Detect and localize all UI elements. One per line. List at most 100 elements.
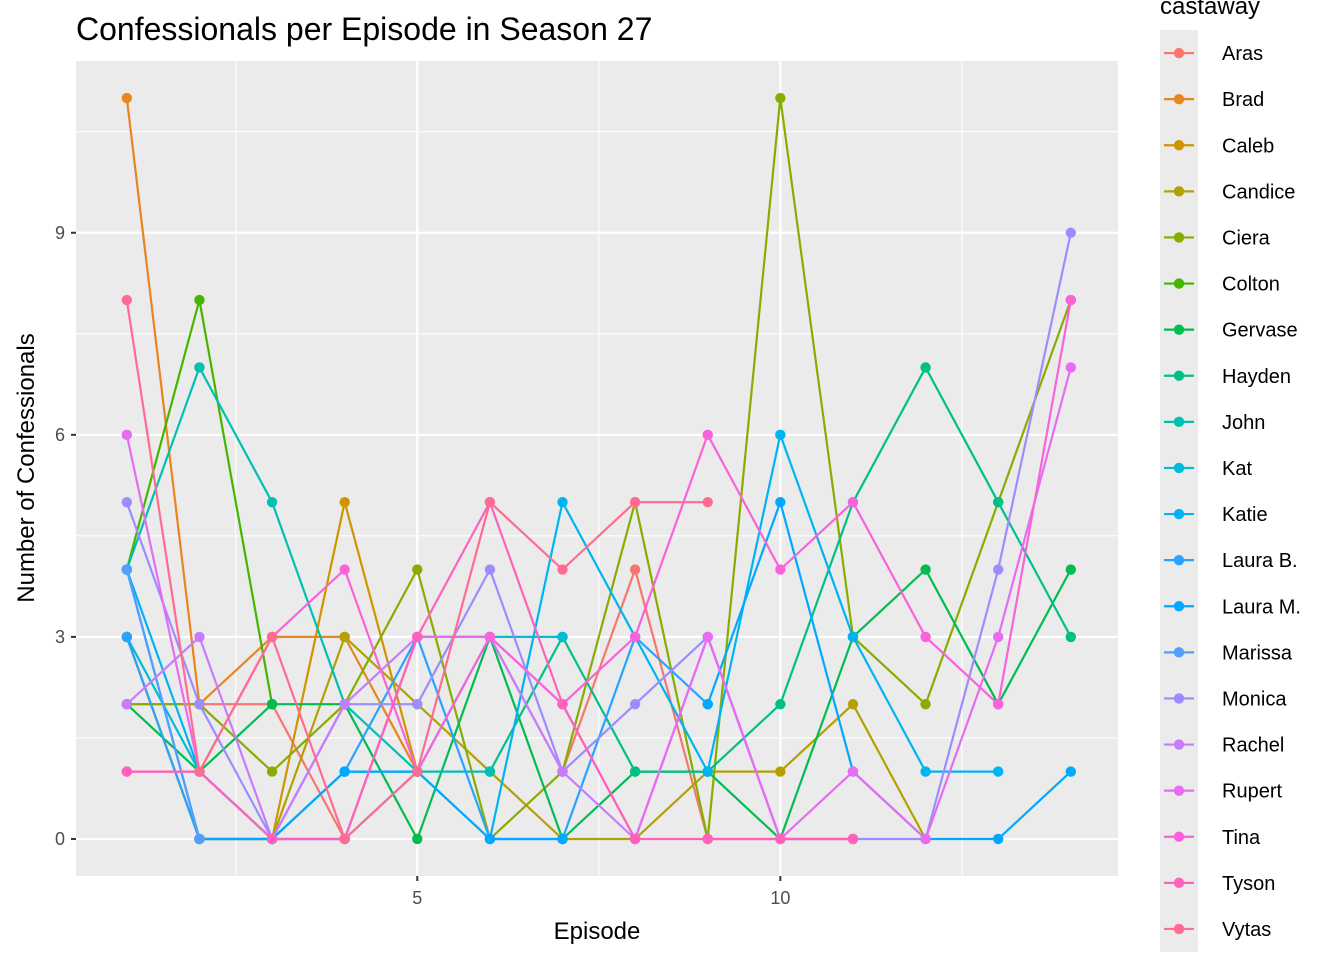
data-point-laura-m bbox=[992, 833, 1004, 845]
minor-grid bbox=[76, 61, 1118, 876]
legend-point-icon bbox=[1173, 923, 1185, 935]
data-point-candice bbox=[775, 766, 786, 777]
series-line-marissa bbox=[125, 569, 201, 840]
data-point-vytas bbox=[557, 564, 568, 575]
data-point-monica bbox=[194, 699, 205, 710]
data-point-rupert bbox=[1065, 362, 1077, 373]
data-point-john bbox=[194, 362, 205, 373]
legend-title: castaway bbox=[1160, 0, 1260, 20]
data-point-colton bbox=[194, 294, 205, 306]
data-point-tina bbox=[702, 429, 713, 441]
data-point-tina bbox=[992, 699, 1004, 710]
legend-label: Caleb bbox=[1222, 135, 1274, 157]
data-point-rupert bbox=[920, 833, 931, 845]
series-points bbox=[121, 92, 1077, 845]
legend-point-icon bbox=[1173, 278, 1185, 289]
data-point-rupert bbox=[121, 429, 133, 441]
data-point-monica bbox=[484, 564, 496, 575]
data-point-katie bbox=[557, 496, 568, 508]
data-point-katie bbox=[992, 766, 1004, 777]
legend-point-icon bbox=[1173, 647, 1185, 658]
y-axis-title: Number of Confessionals bbox=[13, 333, 40, 602]
data-point-rachel bbox=[557, 766, 568, 777]
data-point-tina bbox=[484, 631, 496, 643]
legend-item-tina: Tina bbox=[1164, 827, 1261, 849]
data-point-gervase bbox=[412, 833, 423, 845]
legend-item-ciera: Ciera bbox=[1164, 227, 1271, 249]
data-point-tyson bbox=[557, 699, 568, 710]
data-point-laura-m bbox=[557, 833, 568, 845]
data-point-katie bbox=[702, 766, 713, 777]
legend-label: Colton bbox=[1222, 274, 1280, 296]
data-point-rupert bbox=[992, 631, 1004, 643]
y-tick-label: 0 bbox=[55, 829, 65, 849]
legend-point-icon bbox=[1173, 877, 1185, 889]
x-tick-label: 5 bbox=[412, 888, 422, 908]
legend-item-rachel: Rachel bbox=[1164, 735, 1284, 757]
legend-label: Monica bbox=[1222, 688, 1287, 710]
data-point-tina bbox=[339, 564, 350, 575]
data-point-ciera bbox=[266, 766, 278, 777]
legend-item-john: John bbox=[1164, 412, 1265, 434]
legend-label: Tina bbox=[1222, 827, 1261, 849]
legend-label: Candice bbox=[1222, 181, 1295, 203]
legend-label: Brad bbox=[1222, 89, 1264, 111]
legend-label: Vytas bbox=[1222, 919, 1271, 941]
legend-point-icon bbox=[1173, 601, 1185, 612]
data-point-candice bbox=[847, 699, 859, 710]
data-point-marissa bbox=[121, 564, 133, 575]
data-point-hayden bbox=[775, 699, 786, 710]
legend-item-colton: Colton bbox=[1164, 274, 1280, 296]
data-point-tyson bbox=[629, 833, 641, 845]
legend-point-icon bbox=[1173, 93, 1185, 105]
data-point-rupert bbox=[702, 631, 713, 643]
data-point-rupert bbox=[847, 766, 859, 777]
data-point-rachel bbox=[121, 699, 133, 710]
legend-label: Aras bbox=[1222, 43, 1263, 65]
data-point-brad bbox=[121, 92, 133, 104]
legend-point-icon bbox=[1173, 232, 1185, 243]
data-point-vytas bbox=[266, 631, 278, 643]
legend-item-marissa: Marissa bbox=[1164, 642, 1293, 664]
data-point-tyson bbox=[775, 833, 786, 845]
data-point-tina bbox=[629, 631, 641, 643]
legend-label: Laura M. bbox=[1222, 596, 1301, 618]
legend-label: Katie bbox=[1222, 504, 1268, 526]
legend-point-icon bbox=[1173, 324, 1185, 335]
data-point-gervase bbox=[1065, 564, 1077, 575]
data-point-ciera bbox=[920, 699, 931, 710]
legend-item-caleb: Caleb bbox=[1164, 135, 1274, 157]
data-point-katie bbox=[920, 766, 931, 777]
legend-label: Kat bbox=[1222, 458, 1252, 480]
data-point-vytas bbox=[194, 766, 205, 777]
legend-label: Marissa bbox=[1222, 642, 1293, 664]
data-point-laura-m bbox=[339, 766, 350, 777]
data-point-laura-m bbox=[702, 699, 713, 710]
data-point-katie bbox=[775, 429, 786, 441]
legend-point-icon bbox=[1173, 785, 1185, 796]
legend-item-laura-b: Laura B. bbox=[1164, 550, 1298, 572]
data-point-gervase bbox=[266, 699, 278, 710]
legend-item-rupert: Rupert bbox=[1164, 781, 1282, 803]
data-point-tina bbox=[775, 564, 786, 575]
data-point-hayden bbox=[629, 766, 641, 777]
data-point-laura-m bbox=[775, 496, 786, 508]
data-point-laura-m bbox=[484, 833, 496, 845]
x-tick-label: 10 bbox=[770, 888, 790, 908]
legend-label: Gervase bbox=[1222, 320, 1298, 342]
legend-item-gervase: Gervase bbox=[1164, 320, 1298, 342]
data-point-tina bbox=[1065, 294, 1077, 306]
y-tick-label: 3 bbox=[55, 627, 65, 647]
legend: Aras Brad Caleb Candice Ciera Colton Gervase Ha… bbox=[1160, 30, 1301, 952]
data-point-rachel bbox=[339, 699, 350, 710]
legend-label: Rupert bbox=[1222, 781, 1282, 803]
data-point-monica bbox=[629, 699, 641, 710]
legend-point-icon bbox=[1173, 693, 1185, 704]
data-point-monica bbox=[121, 496, 133, 508]
axis-ticks: 5 10 0 3 6 9 bbox=[55, 223, 790, 908]
data-point-hayden bbox=[1065, 631, 1077, 643]
data-point-vytas bbox=[339, 833, 350, 845]
legend-point-icon bbox=[1173, 462, 1185, 474]
legend-label: Ciera bbox=[1222, 227, 1271, 249]
